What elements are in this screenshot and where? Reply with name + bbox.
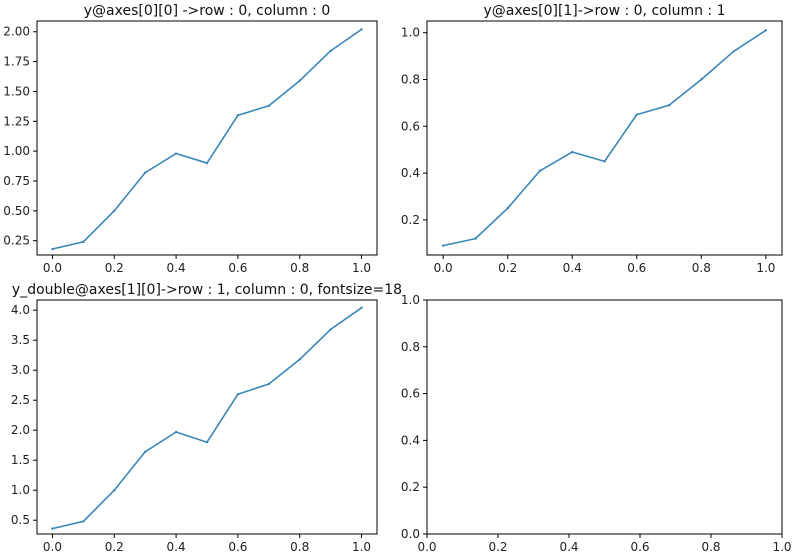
data-point <box>474 237 477 240</box>
series-line <box>52 28 363 250</box>
x-tick-label: 1.0 <box>352 261 371 275</box>
x-tick-label: 0.2 <box>105 540 124 552</box>
y-tick-label: 0.6 <box>401 119 420 133</box>
y-tick-label: 3.0 <box>11 363 30 377</box>
y-tick-label: 0.75 <box>3 174 30 188</box>
x-tick-label: 1.0 <box>756 261 775 275</box>
data-point <box>236 393 240 396</box>
data-point <box>113 489 116 492</box>
subplot-3: 0.0 0.2 0.4 0.6 0.8 1.0 0.0 0.2 0.4 0.6 0.8 1.0 <box>401 293 792 552</box>
data-point <box>267 382 271 386</box>
y-tick-label: 0.2 <box>401 213 420 227</box>
y-tick-label: 1.50 <box>3 84 30 98</box>
x-tick-label: 0.6 <box>228 261 247 275</box>
x-tick-label: 0.8 <box>692 261 711 275</box>
data-point <box>732 50 735 53</box>
data-point <box>236 114 240 117</box>
x-tick-label: 1.0 <box>772 540 791 552</box>
y-tick-label: 1.5 <box>11 453 30 467</box>
x-tick-label: 0.8 <box>290 261 309 275</box>
x-tick-label: 0.4 <box>167 540 186 552</box>
x-tick-label: 0.8 <box>701 540 720 552</box>
y-tick-label: 0.2 <box>401 480 420 494</box>
data-point <box>174 430 178 434</box>
x-tick-label: 0.6 <box>630 540 649 552</box>
data-point <box>764 29 768 32</box>
data-point <box>143 450 147 453</box>
x-tick-label: 0.6 <box>228 540 247 552</box>
axes-frame <box>36 299 378 535</box>
y-tick-label: 4.0 <box>11 303 30 317</box>
data-point <box>441 244 445 247</box>
data-point <box>329 49 332 53</box>
data-point <box>506 207 509 210</box>
y-tick-label: 0.50 <box>3 204 30 218</box>
y-tick-label: 2.5 <box>11 393 30 407</box>
data-point <box>205 161 209 165</box>
data-point <box>298 358 301 361</box>
data-point <box>635 113 638 116</box>
y-tick-label: 2.00 <box>3 25 30 39</box>
axes-title: y@axes[0][1]->row : 0, column : 1 <box>483 3 725 19</box>
data-point <box>51 527 54 530</box>
y-tick-label: 1.0 <box>401 26 420 40</box>
x-tick-label: 0.4 <box>563 261 582 275</box>
data-point <box>360 28 363 31</box>
data-point <box>603 160 606 163</box>
x-tick-label: 0.0 <box>43 261 62 275</box>
y-tick-label: 1.0 <box>401 293 420 307</box>
data-point <box>329 328 332 331</box>
data-point <box>538 169 542 172</box>
x-tick-label: 0.2 <box>488 540 507 552</box>
x-tick-label: 0.2 <box>105 261 124 275</box>
subplot-1: y@axes[0][1]->row : 0, column : 1 0.0 0.2 0… <box>401 3 783 275</box>
subplot-2: y_double@axes[1][0]->row : 1, column : 0… <box>11 282 402 552</box>
axes-frame <box>426 299 783 535</box>
data-point <box>267 104 271 107</box>
data-point <box>143 171 147 174</box>
axes-frame <box>426 20 783 256</box>
subplot-0: y@axes[0][0] ->row : 0, column : 0 0.0 0.2… <box>3 3 378 275</box>
data-point <box>667 104 671 107</box>
x-tick-label: 1.0 <box>352 540 371 552</box>
series-line <box>442 29 767 247</box>
data-point <box>571 150 574 154</box>
x-tick-label: 0.0 <box>43 540 62 552</box>
y-tick-label: 0.4 <box>401 166 420 180</box>
x-tick-label: 0.0 <box>434 261 453 275</box>
axes-title: y_double@axes[1][0]->row : 1, column : 0… <box>12 282 402 298</box>
data-point <box>82 520 85 523</box>
y-tick-label: 0.0 <box>401 527 420 541</box>
x-tick-label: 0.6 <box>627 261 646 275</box>
axes-frame <box>36 20 378 256</box>
x-tick-label: 0.4 <box>559 540 578 552</box>
y-tick-label: 0.8 <box>401 73 420 87</box>
y-tick-label: 3.5 <box>11 333 30 347</box>
y-tick-label: 2.0 <box>11 423 30 437</box>
data-point <box>113 209 116 213</box>
data-point <box>360 306 363 309</box>
y-tick-label: 0.8 <box>401 340 420 354</box>
y-tick-label: 0.5 <box>11 513 30 527</box>
data-point <box>205 441 209 444</box>
y-tick-label: 1.00 <box>3 144 30 158</box>
y-tick-label: 1.75 <box>3 55 30 69</box>
y-tick-label: 1.0 <box>11 483 30 497</box>
data-point <box>700 78 703 81</box>
y-tick-label: 0.4 <box>401 433 420 447</box>
y-tick-label: 1.25 <box>3 114 30 128</box>
data-point <box>51 247 54 251</box>
data-point <box>298 79 301 82</box>
x-tick-label: 0.2 <box>498 261 517 275</box>
y-tick-label: 0.25 <box>3 234 30 248</box>
x-tick-label: 0.4 <box>167 261 186 275</box>
data-point <box>82 240 85 244</box>
x-tick-label: 0.8 <box>290 540 309 552</box>
axes-title: y@axes[0][0] ->row : 0, column : 0 <box>84 3 330 19</box>
series-line <box>52 307 363 530</box>
data-point <box>174 152 178 155</box>
y-tick-label: 0.6 <box>401 387 420 401</box>
x-tick-label: 0.0 <box>417 540 436 552</box>
